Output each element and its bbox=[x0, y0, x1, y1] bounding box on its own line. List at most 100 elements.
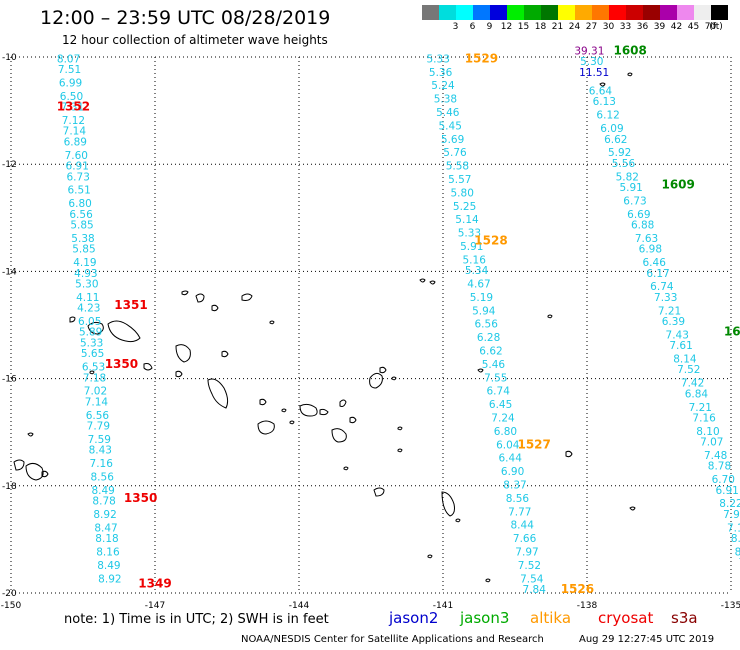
scale-swatch bbox=[694, 5, 711, 20]
island bbox=[379, 366, 387, 374]
wave-height-value: 7.48 bbox=[704, 450, 727, 462]
wave-height-value: 6.73 bbox=[67, 171, 90, 183]
scale-swatch bbox=[507, 5, 524, 20]
footer-note: note: 1) Time is in UTC; 2) SWH is in fe… bbox=[64, 612, 329, 627]
island bbox=[391, 376, 397, 381]
wave-height-value: 6.53 bbox=[82, 362, 105, 374]
wave-height-value: 7.51 bbox=[58, 64, 81, 76]
wave-height-value: 4.67 bbox=[467, 278, 490, 290]
island bbox=[419, 278, 426, 283]
wave-height-value: 39.31 bbox=[574, 45, 604, 57]
island bbox=[207, 378, 229, 409]
wave-height-value: 6.80 bbox=[68, 198, 91, 210]
scale-tick-label: 15 bbox=[517, 22, 530, 32]
wave-height-value: 6.56 bbox=[86, 410, 110, 422]
satellite-cryosat: cryosat bbox=[598, 609, 654, 627]
wave-height-value: 5.33 bbox=[458, 228, 481, 240]
island bbox=[269, 320, 275, 325]
satellite-jason3: jason3 bbox=[460, 609, 510, 627]
wave-height-value: 7.86 bbox=[739, 557, 740, 569]
wave-height-value: 8.92 bbox=[93, 509, 116, 521]
pass-time-label: 1352 bbox=[57, 100, 90, 114]
scale-tick-label: 18 bbox=[534, 22, 547, 32]
wave-height-value: 5.85 bbox=[70, 220, 93, 232]
pass-time-label: 1608 bbox=[613, 43, 646, 57]
island bbox=[175, 370, 183, 378]
wave-height-value: 6.45 bbox=[489, 399, 512, 411]
wave-height-value: 7.52 bbox=[677, 364, 700, 376]
wave-height-value: 5.92 bbox=[608, 147, 631, 159]
wave-height-value: 8.22 bbox=[719, 498, 740, 510]
island bbox=[89, 370, 95, 375]
pass-time-label: 1527 bbox=[517, 437, 550, 451]
wave-height-value: 7.59 bbox=[88, 434, 111, 446]
island bbox=[257, 420, 275, 435]
map-grid bbox=[10, 56, 732, 594]
lon-tick-label: -144 bbox=[289, 601, 310, 611]
scale-tick-label: 24 bbox=[568, 22, 581, 32]
wave-height-value: 5.38 bbox=[71, 233, 94, 245]
scale-swatch bbox=[558, 5, 575, 20]
pass-time-label: 1528 bbox=[474, 234, 507, 248]
wave-height-value: 7.97 bbox=[515, 546, 538, 558]
wave-height-value: 5.58 bbox=[446, 161, 469, 173]
wave-height-value: 8.44 bbox=[511, 520, 535, 532]
wave-height-value: 7.55 bbox=[484, 372, 507, 384]
wave-height-value: 7.61 bbox=[669, 340, 692, 352]
wave-height-value: 8.14 bbox=[735, 546, 740, 558]
wave-height-value: 6.39 bbox=[662, 316, 685, 328]
wave-height-value: 5.82 bbox=[616, 171, 639, 183]
island bbox=[397, 448, 403, 453]
wave-height-value: 7.12 bbox=[62, 115, 85, 127]
island bbox=[455, 518, 461, 523]
wave-height-value: 7.31 bbox=[61, 102, 84, 114]
wave-height-value: 8.07 bbox=[57, 53, 80, 65]
wave-height-value: 7.52 bbox=[518, 560, 541, 572]
scale-swatch bbox=[643, 5, 660, 20]
wave-height-value: 4.19 bbox=[73, 257, 96, 269]
wave-height-value: 7.24 bbox=[491, 412, 515, 424]
scale-tick-label: 70 bbox=[704, 22, 717, 32]
island bbox=[195, 293, 205, 303]
island bbox=[27, 432, 34, 437]
wave-height-value: 5.45 bbox=[439, 120, 462, 132]
lat-tick-label: -20 bbox=[2, 589, 17, 599]
wave-height-value: 8.78 bbox=[92, 496, 115, 508]
island bbox=[369, 372, 383, 389]
scale-unit: (ft) bbox=[709, 22, 723, 32]
wave-height-value: 7.63 bbox=[635, 233, 658, 245]
wave-height-value: 6.74 bbox=[487, 386, 511, 398]
lat-tick-label: -12 bbox=[2, 160, 17, 170]
wave-height-value: 6.28 bbox=[477, 332, 500, 344]
wave-height-value: 4.11 bbox=[76, 292, 99, 304]
scale-swatch bbox=[609, 5, 626, 20]
island bbox=[143, 363, 153, 371]
island bbox=[41, 470, 49, 478]
wave-height-value: 8.78 bbox=[708, 461, 731, 473]
wave-height-value: 6.56 bbox=[475, 319, 499, 331]
wave-height-value: 6.70 bbox=[712, 474, 735, 486]
pass-time-label: 1349 bbox=[138, 577, 171, 591]
scale-tick-label: 33 bbox=[619, 22, 632, 32]
wave-height-value: 4.23 bbox=[77, 303, 100, 315]
wave-height-value: 6.62 bbox=[479, 345, 502, 357]
wave-height-value: 6.64 bbox=[589, 86, 613, 98]
island bbox=[25, 462, 44, 481]
wave-height-value: 5.46 bbox=[436, 107, 460, 119]
generation-timestamp: Aug 29 12:27:45 UTC 2019 bbox=[579, 634, 715, 645]
island bbox=[441, 491, 455, 517]
pass-time-label: 1610 bbox=[724, 325, 740, 339]
scale-swatch bbox=[711, 5, 728, 20]
wave-height-value: 7.60 bbox=[65, 150, 88, 162]
wave-height-value: 6.46 bbox=[643, 257, 667, 269]
wave-height-value: 6.69 bbox=[627, 209, 650, 221]
wave-height-value: 6.51 bbox=[67, 185, 90, 197]
scale-swatch bbox=[456, 5, 473, 20]
wave-height-value: 7.77 bbox=[508, 506, 531, 518]
wave-height-value: 8.37 bbox=[503, 479, 526, 491]
wave-height-value: 5.94 bbox=[472, 305, 496, 317]
island bbox=[565, 450, 573, 458]
wave-height-value: 5.57 bbox=[448, 174, 471, 186]
wave-height-value: 7.07 bbox=[700, 437, 723, 449]
scale-swatch bbox=[490, 5, 507, 20]
